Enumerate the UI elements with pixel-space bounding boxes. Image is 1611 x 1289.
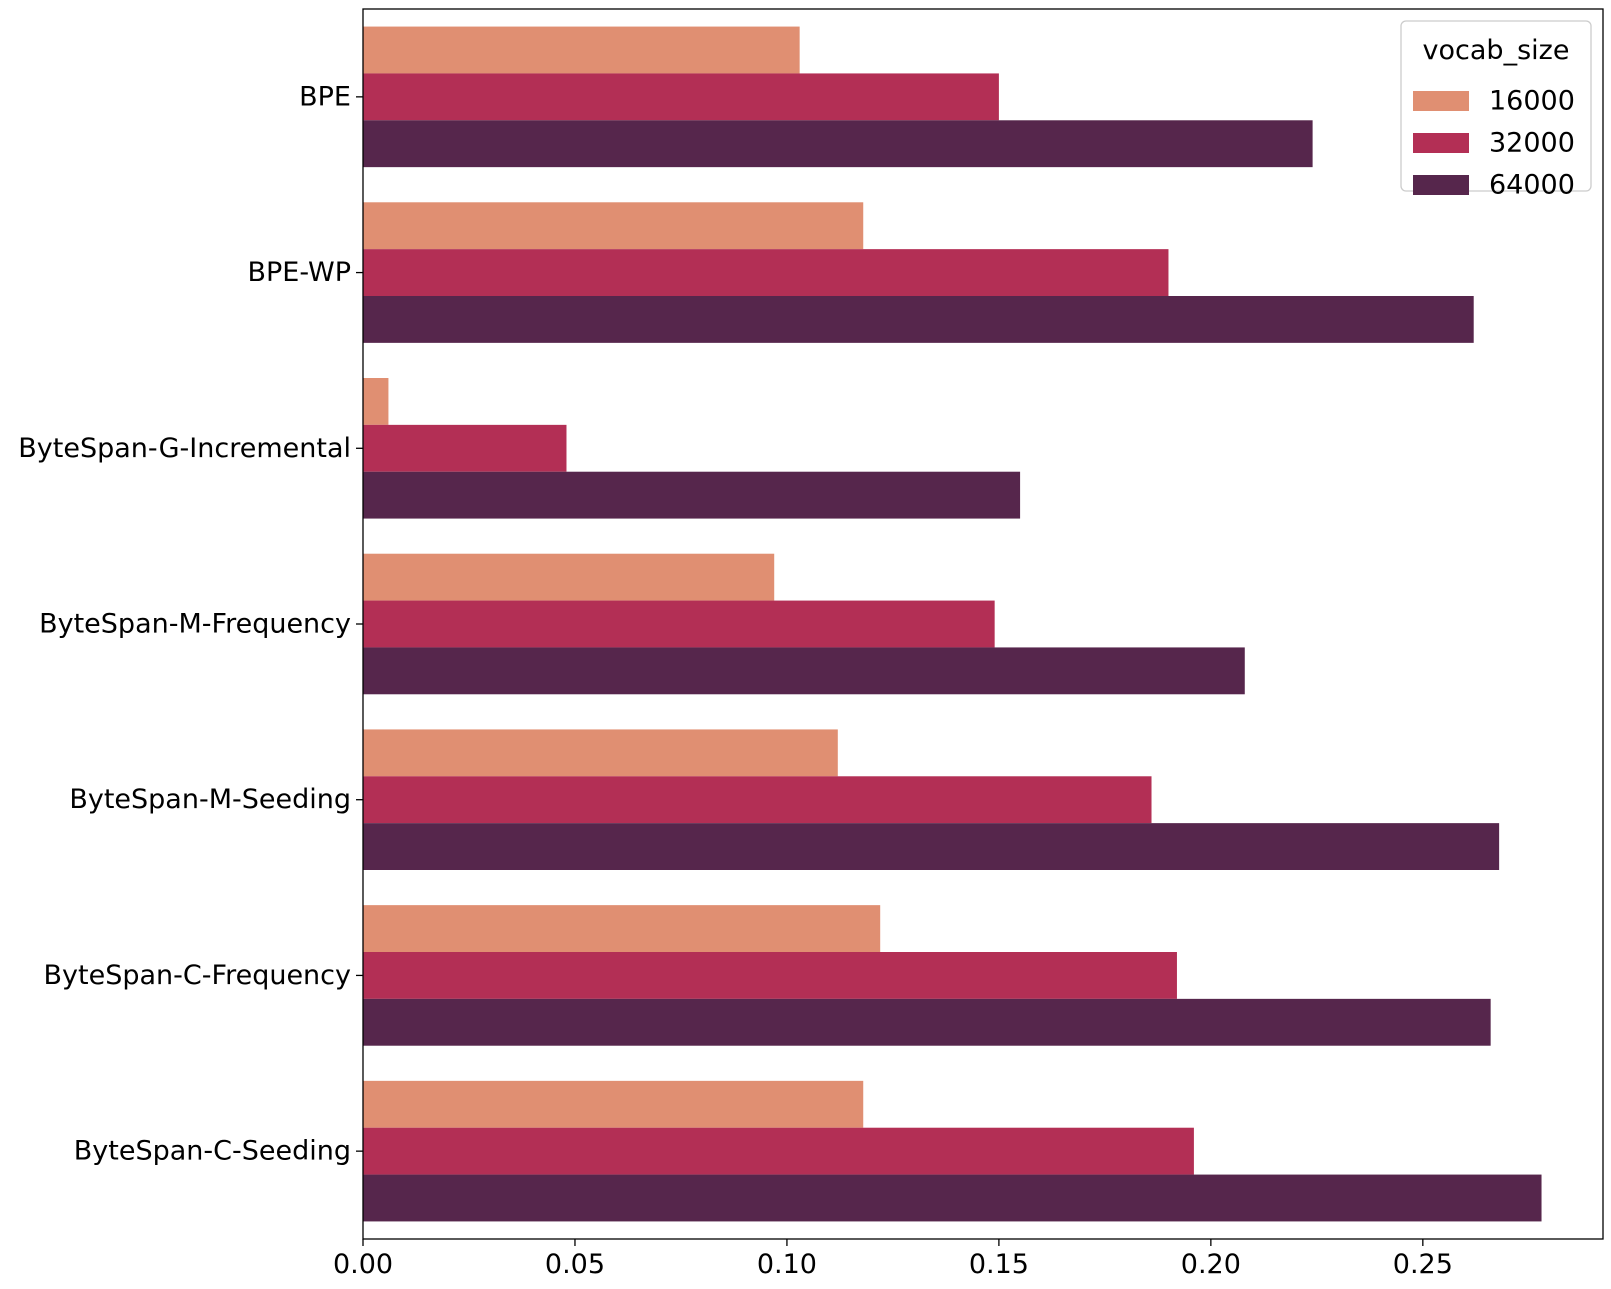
bar-bytespan-g-incremental-16000 (363, 378, 389, 425)
y-tick-label-bpe-wp: BPE-WP (248, 257, 352, 288)
bar-bpe-32000 (363, 73, 999, 121)
bar-bpe-wp-64000 (363, 296, 1474, 343)
bar-bytespan-m-frequency-16000 (363, 553, 775, 601)
bar-bpe-wp-32000 (363, 249, 1169, 296)
legend-label-16000: 16000 (1489, 86, 1575, 117)
bar-bytespan-c-seeding-32000 (363, 1127, 1194, 1175)
y-tick-label-bytespan-m-seeding: ByteSpan-M-Seeding (69, 784, 351, 815)
x-tick-label-5: 0.25 (1393, 1249, 1453, 1280)
bar-bytespan-c-frequency-32000 (363, 952, 1177, 999)
legend-label-64000: 64000 (1489, 170, 1575, 201)
bar-bpe-16000 (363, 26, 800, 74)
bar-bytespan-m-frequency-64000 (363, 647, 1245, 695)
x-tick-label-0: 0.00 (333, 1249, 393, 1280)
bars-layer (363, 26, 1542, 1222)
legend-swatch-16000 (1413, 91, 1469, 111)
bar-bytespan-c-seeding-16000 (363, 1080, 864, 1128)
bar-bytespan-c-frequency-16000 (363, 905, 881, 952)
y-tick-label-bytespan-c-seeding: ByteSpan-C-Seeding (74, 1136, 351, 1167)
y-tick-label-bpe: BPE (299, 81, 351, 112)
legend: vocab_size 16000 32000 64000 (1400, 20, 1592, 201)
bar-bytespan-m-seeding-32000 (363, 776, 1152, 824)
bar-bytespan-m-seeding-64000 (363, 823, 1500, 870)
bar-bpe-64000 (363, 120, 1313, 168)
y-tick-label-bytespan-m-frequency: ByteSpan-M-Frequency (39, 609, 351, 640)
bar-bytespan-c-seeding-64000 (363, 1174, 1542, 1222)
x-tick-label-3: 0.15 (969, 1249, 1029, 1280)
bar-bytespan-c-frequency-64000 (363, 998, 1491, 1046)
y-tick-label-bytespan-c-frequency: ByteSpan-C-Frequency (44, 960, 351, 991)
x-tick-label-1: 0.05 (545, 1249, 605, 1280)
legend-swatch-64000 (1413, 175, 1469, 195)
x-tick-label-4: 0.20 (1181, 1249, 1241, 1280)
bar-bytespan-g-incremental-32000 (363, 424, 567, 472)
legend-swatch-32000 (1413, 133, 1469, 153)
bar-bytespan-m-seeding-16000 (363, 729, 838, 777)
axes-layer: BPE BPE-WP ByteSpan-G-Incremental ByteSpan-… (18, 8, 1604, 1280)
legend-title: vocab_size (1423, 35, 1570, 66)
bar-bpe-wp-16000 (363, 202, 864, 250)
legend-label-32000: 32000 (1489, 128, 1575, 159)
bar-bytespan-g-incremental-64000 (363, 471, 1021, 519)
x-tick-label-2: 0.10 (757, 1249, 817, 1280)
bar-bytespan-m-frequency-32000 (363, 600, 995, 648)
y-tick-label-bytespan-g-incremental: ByteSpan-G-Incremental (18, 433, 351, 464)
